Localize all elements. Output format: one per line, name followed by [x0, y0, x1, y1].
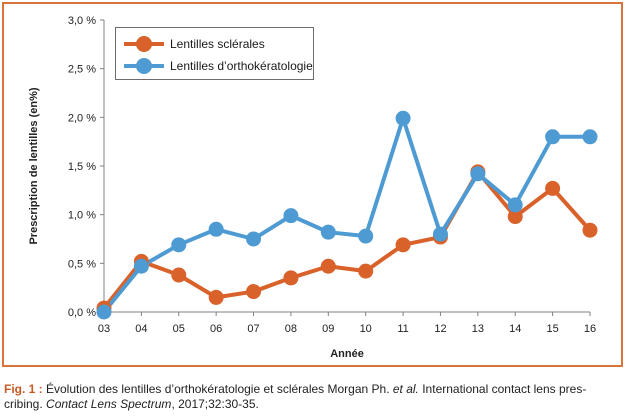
series-0-point [545, 180, 561, 196]
series-1-point [246, 231, 262, 247]
series-1-point [171, 237, 187, 253]
y-tick-label: 1,5 % [68, 161, 96, 173]
x-tick-label: 12 [434, 323, 446, 335]
legend-swatch-orthokeratologie [124, 56, 164, 76]
x-tick-label: 07 [247, 323, 259, 335]
y-tick-label: 0,0 % [68, 307, 96, 319]
y-tick-label: 2,0 % [68, 112, 96, 124]
series-0-point [208, 289, 224, 305]
x-tick-label: 15 [546, 323, 558, 335]
series-0-point [395, 237, 411, 253]
series-1-point [283, 208, 299, 224]
series-0-point [283, 270, 299, 286]
series-1-point [545, 129, 561, 145]
caption-text-4: , 2017;32:30-35. [171, 397, 259, 411]
series-0-point [171, 267, 187, 283]
caption-et-al: et al. [392, 382, 419, 396]
y-axis-title: Prescription de lentilles (en%) [28, 87, 40, 244]
figure-caption: Fig. 1 : Évolution des lentilles d’ortho… [4, 382, 624, 412]
legend-item-sclerales: Lentilles sclérales [124, 34, 265, 54]
series-1-point [507, 197, 523, 213]
series-1-point [358, 228, 374, 244]
caption-text-2: International contact lens pres- [418, 382, 587, 396]
caption-fig-label: Fig. 1 : [4, 382, 43, 396]
series-1-point [470, 166, 486, 182]
series-0-point [320, 258, 336, 274]
legend-label-sclerales: Lentilles sclérales [170, 37, 265, 51]
series-1-point [96, 304, 112, 320]
x-tick-label: 13 [472, 323, 484, 335]
x-tick-label: 03 [98, 323, 110, 335]
series-0-point [358, 263, 374, 279]
series-1-point [208, 221, 224, 237]
x-tick-label: 06 [210, 323, 222, 335]
x-tick-label: 05 [173, 323, 185, 335]
x-tick-label: 04 [135, 323, 147, 335]
series-1-point [395, 110, 411, 126]
y-tick-label: 2,5 % [68, 64, 96, 76]
series-1-point [320, 224, 336, 240]
y-tick-label: 3,0 % [68, 15, 96, 27]
chart-legend: Lentilles sclérales Lentilles d’orthokér… [115, 27, 314, 80]
x-axis-title: Année [330, 348, 364, 360]
legend-item-orthokeratologie: Lentilles d’orthokératologie [124, 56, 313, 76]
x-tick-label: 08 [285, 323, 297, 335]
x-tick-label: 11 [397, 323, 408, 335]
series-0-point [582, 222, 598, 238]
caption-text-3: cribing. [4, 397, 47, 411]
caption-text-1: Évolution des lentilles d’orthokératolog… [42, 382, 393, 396]
legend-label-orthokeratologie: Lentilles d’orthokératologie [170, 59, 313, 73]
x-tick-label: 09 [322, 323, 334, 335]
series-0-point [246, 284, 262, 300]
legend-swatch-sclerales [124, 34, 164, 54]
series-1-point [582, 129, 598, 145]
x-tick-label: 16 [584, 323, 596, 335]
x-tick-label: 14 [509, 323, 521, 335]
y-tick-label: 1,0 % [68, 210, 96, 222]
series-0-point [507, 209, 523, 225]
series-1-point [432, 226, 448, 242]
line-chart: 0,0 % 0,5 % 1,0 % 1,5 % 2,0 % 2,5 % 3,0 % 03 04 0… [28, 15, 598, 360]
y-tick-label: 0,5 % [68, 258, 96, 270]
x-tick-label: 10 [360, 323, 372, 335]
caption-journal: Contact Lens Spectrum [46, 397, 172, 411]
series-1-point [133, 258, 149, 274]
